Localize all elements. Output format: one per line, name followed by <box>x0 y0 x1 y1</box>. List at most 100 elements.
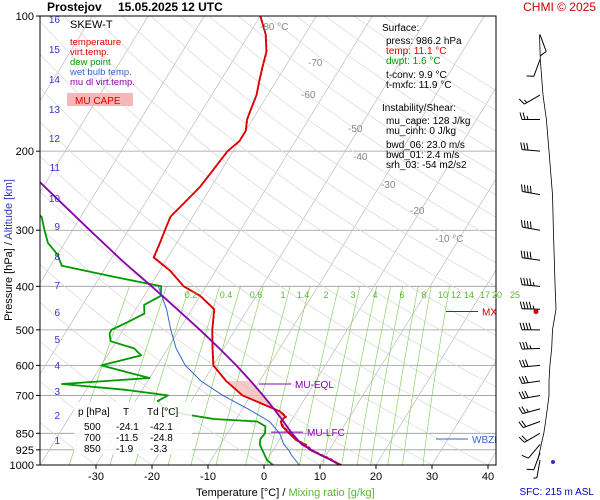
dry-adiabat-line <box>40 264 321 465</box>
pressure-tick-label: 300 <box>16 225 34 237</box>
isotherm-line <box>40 16 261 375</box>
legend-entry: wet bulb temp. <box>69 67 132 78</box>
wind-barb <box>521 184 541 196</box>
surface-row: t-conv: 9.9 °C <box>386 70 447 81</box>
altitude-tick-label: 3 <box>54 387 60 398</box>
isotherm-line <box>40 16 93 102</box>
legend-entry: temperature <box>70 37 121 48</box>
x-axis-mixing-label: Mixing ratio [g/kg] <box>288 487 374 499</box>
isotherm-label: -50 <box>348 124 363 135</box>
instability-title: Instability/Shear: <box>382 103 456 114</box>
level-label: MU-LFC <box>307 428 345 439</box>
mixing-ratio-line <box>341 286 377 465</box>
wind-barb-feather <box>521 376 526 384</box>
altitude-tick-label: 16 <box>49 15 61 26</box>
dry-adiabat-line <box>40 87 496 414</box>
wind-hodo-line <box>537 34 557 461</box>
dry-adiabat-line <box>40 302 265 465</box>
mixing-ratio-label: 0.2 <box>185 290 198 300</box>
wind-barb <box>521 444 541 459</box>
wind-barb <box>519 322 541 331</box>
wind-barb-feather <box>528 301 532 310</box>
mixing-ratio-label: 4 <box>372 290 377 300</box>
series-line-dew-point <box>40 214 274 465</box>
surface-row: t-mxfc: 11.9 °C <box>386 80 452 91</box>
altitude-tick-label: 10 <box>49 194 61 205</box>
wind-barb-feather <box>523 277 526 286</box>
wind-barb <box>526 452 541 471</box>
pressure-tick-label: 1000 <box>10 460 34 472</box>
wind-barb-feather <box>518 98 525 105</box>
wind-barb-shaft <box>539 34 547 52</box>
source-credit[interactable]: CHMI © 2025 <box>523 0 596 14</box>
x-axis-label: Temperature [°C] <box>196 487 279 499</box>
dry-adiabat-line <box>40 422 97 465</box>
wind-barb-shaft <box>533 452 541 470</box>
wind-barb <box>518 94 541 105</box>
y-axis-altitude-label: Altitude [km] <box>3 179 15 240</box>
wind-barb-shaft <box>522 284 541 287</box>
wind-barb-feather <box>524 390 529 398</box>
wind-barb-feather <box>518 391 523 399</box>
wind-barb-feather <box>523 250 526 259</box>
x-axis-separator: / <box>279 487 288 499</box>
altitude-tick-label: 13 <box>49 105 61 116</box>
station-name: Prostejov <box>47 0 102 14</box>
dry-adiabat-line <box>40 191 433 465</box>
mixing-ratio-line <box>356 286 391 465</box>
dry-adiabat-line <box>40 20 496 362</box>
table-cell: -11.5 <box>116 433 138 444</box>
surface-row: dwpt: 1.6 °C <box>386 56 441 67</box>
wind-barb-feather <box>518 407 524 414</box>
wind-barb <box>518 406 541 415</box>
altitude-tick-label: 9 <box>54 222 60 233</box>
temperature-tick-label: 10 <box>314 471 326 483</box>
table-cell: -24.1 <box>116 422 139 433</box>
timestamp: 15.05.2025 12 UTC <box>118 0 223 14</box>
wind-barb-shaft <box>522 380 541 384</box>
legend-entry: mu dl virt.temp. <box>70 77 135 88</box>
isotherm-line <box>151 16 429 465</box>
isotherm-label: -20 <box>410 206 425 217</box>
wind-barb-feather <box>526 220 529 229</box>
level-label: WBZL <box>472 435 500 446</box>
mixing-ratio-line <box>402 286 432 465</box>
wind-barb-feather <box>519 112 523 120</box>
isotherm-label: -70 <box>308 58 323 69</box>
altitude-tick-label: 7 <box>54 281 60 292</box>
mixing-ratio-label: 8 <box>421 290 426 300</box>
wind-barb-feather <box>520 142 523 150</box>
mixing-ratio-line <box>422 286 450 465</box>
wind-barb <box>519 301 541 310</box>
table-cell: 500 <box>84 422 101 433</box>
series-line-wet-bulb-temp <box>157 286 300 465</box>
wind-barb-feather <box>522 301 526 309</box>
dry-adiabat-line <box>208 16 496 218</box>
table-header: p [hPa] <box>78 407 110 418</box>
dry-adiabat-line <box>150 16 496 264</box>
altitude-tick-label: 6 <box>54 308 60 319</box>
wind-barb-shaft <box>522 408 541 415</box>
altitude-tick-label: 14 <box>49 75 61 86</box>
wind-barb-feather <box>526 142 529 151</box>
wind-barb-feather <box>518 421 524 428</box>
wind-barb-feather <box>521 435 528 442</box>
wind-barb <box>526 59 541 77</box>
wind-barb-feather <box>529 185 532 194</box>
wind-barb <box>519 359 541 368</box>
wind-barb-feather <box>525 341 529 349</box>
mixing-ratio-label: 12 <box>451 290 461 300</box>
table-cell: 850 <box>84 444 101 455</box>
pressure-tick-label: 400 <box>16 281 34 293</box>
mixing-ratio-label: 0.4 <box>220 290 233 300</box>
wind-barb <box>518 432 541 443</box>
isotherm-label: -30 <box>381 180 396 191</box>
mixing-ratio-label: 25 <box>510 290 520 300</box>
max-wind-marker <box>533 308 539 314</box>
isotherm-label: -80 °C <box>260 22 288 33</box>
wind-barb-feather <box>525 322 529 330</box>
wind-barb <box>519 112 541 120</box>
wind-barb-shaft <box>533 59 541 77</box>
wind-barb-feather <box>528 322 532 330</box>
